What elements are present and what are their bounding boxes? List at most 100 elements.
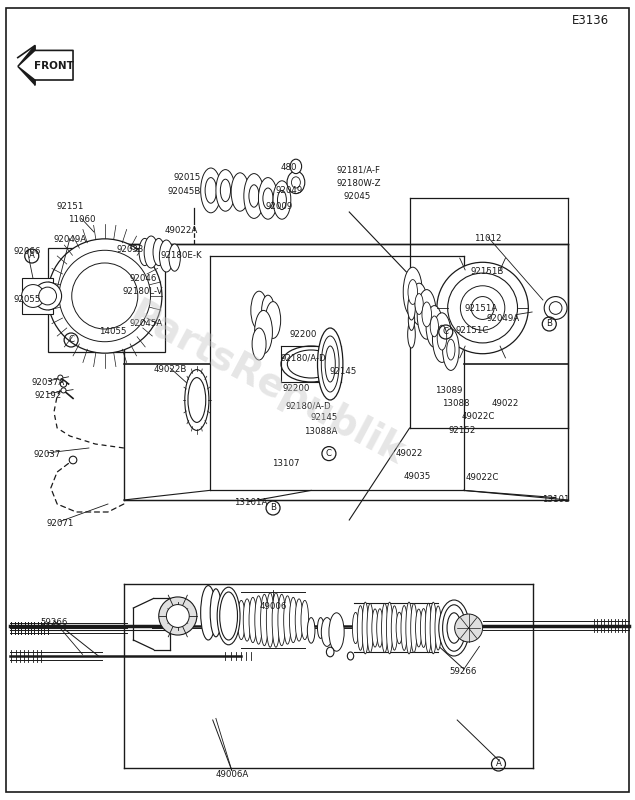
Ellipse shape (272, 593, 280, 647)
Ellipse shape (263, 188, 273, 209)
Ellipse shape (387, 602, 393, 654)
Text: B: B (270, 503, 276, 513)
Ellipse shape (406, 602, 412, 654)
Circle shape (58, 375, 63, 380)
Text: 92180/A-D: 92180/A-D (281, 353, 326, 362)
Ellipse shape (262, 295, 274, 326)
Text: 92151A: 92151A (465, 304, 498, 314)
Circle shape (61, 388, 66, 393)
Ellipse shape (422, 302, 432, 326)
Text: 92009: 92009 (266, 202, 293, 211)
Ellipse shape (266, 593, 274, 647)
Text: 92180E-K: 92180E-K (160, 251, 202, 261)
Text: 92181/A-F: 92181/A-F (337, 166, 381, 175)
Text: 480: 480 (281, 163, 297, 173)
Bar (22, 278, 53, 314)
Ellipse shape (169, 244, 180, 271)
Text: 92055: 92055 (13, 294, 41, 304)
Ellipse shape (431, 316, 438, 337)
Ellipse shape (367, 603, 373, 653)
Text: 14055: 14055 (99, 327, 127, 337)
Text: 92145: 92145 (329, 367, 357, 377)
Circle shape (72, 263, 138, 329)
Text: A: A (495, 759, 502, 769)
Ellipse shape (435, 606, 441, 650)
Text: A: A (29, 251, 35, 261)
Ellipse shape (326, 647, 334, 657)
Text: 92045A: 92045A (130, 319, 163, 329)
Text: 92200: 92200 (283, 384, 311, 394)
Text: 92151: 92151 (56, 202, 84, 211)
Ellipse shape (237, 600, 245, 640)
Ellipse shape (301, 600, 309, 640)
Text: B: B (546, 319, 552, 329)
Ellipse shape (278, 594, 286, 646)
Circle shape (166, 605, 189, 627)
Text: 13101A: 13101A (234, 498, 267, 507)
Ellipse shape (281, 346, 342, 382)
Text: 92045B: 92045B (168, 187, 201, 197)
Circle shape (159, 597, 197, 635)
Ellipse shape (220, 179, 231, 202)
Ellipse shape (325, 346, 335, 382)
Ellipse shape (159, 240, 173, 272)
Circle shape (48, 239, 162, 353)
Ellipse shape (284, 596, 291, 644)
Ellipse shape (417, 290, 436, 339)
Text: 92049A: 92049A (486, 314, 519, 323)
Ellipse shape (425, 603, 432, 653)
Ellipse shape (408, 280, 418, 305)
Ellipse shape (188, 378, 206, 422)
Text: 92180/A-D: 92180/A-D (285, 401, 331, 410)
Text: C: C (68, 335, 74, 345)
Ellipse shape (243, 599, 251, 641)
Text: 59266: 59266 (40, 618, 68, 627)
Ellipse shape (258, 178, 277, 219)
Text: 49006: 49006 (259, 602, 287, 611)
Text: 92049A: 92049A (53, 235, 86, 245)
Ellipse shape (307, 618, 315, 643)
Text: E3136: E3136 (572, 14, 609, 26)
Text: 92200: 92200 (290, 330, 318, 339)
Ellipse shape (426, 306, 443, 347)
Ellipse shape (201, 168, 221, 213)
Ellipse shape (318, 618, 324, 638)
Ellipse shape (255, 310, 272, 354)
Ellipse shape (430, 602, 436, 654)
Text: 92145: 92145 (310, 413, 338, 422)
Ellipse shape (362, 602, 368, 654)
Text: 49022C: 49022C (466, 473, 499, 482)
Ellipse shape (273, 181, 291, 219)
Circle shape (39, 287, 57, 305)
Ellipse shape (415, 294, 423, 314)
Ellipse shape (153, 238, 164, 266)
Text: 92180W-Z: 92180W-Z (337, 179, 381, 189)
Ellipse shape (252, 328, 266, 360)
Text: 92033: 92033 (116, 245, 144, 254)
Ellipse shape (420, 609, 427, 647)
Text: 13088A: 13088A (304, 427, 337, 437)
Circle shape (544, 297, 567, 319)
Circle shape (34, 282, 62, 310)
Ellipse shape (446, 339, 455, 360)
Text: C: C (443, 327, 449, 337)
Text: 13088: 13088 (442, 399, 470, 409)
Text: 49022A: 49022A (164, 226, 197, 235)
Ellipse shape (358, 606, 364, 650)
Ellipse shape (205, 178, 217, 203)
Ellipse shape (251, 291, 267, 330)
Text: 13089: 13089 (434, 386, 462, 395)
Ellipse shape (321, 618, 333, 646)
Text: 11060: 11060 (67, 215, 95, 225)
Ellipse shape (382, 603, 388, 653)
Polygon shape (18, 66, 35, 85)
Text: 92151C: 92151C (456, 326, 489, 335)
Bar (48, 248, 165, 352)
Ellipse shape (244, 174, 264, 218)
Ellipse shape (231, 173, 249, 211)
Circle shape (69, 456, 77, 464)
Text: 92015: 92015 (173, 173, 201, 182)
Text: 92152: 92152 (448, 426, 476, 435)
Ellipse shape (291, 177, 300, 188)
Text: 92049: 92049 (276, 186, 302, 195)
